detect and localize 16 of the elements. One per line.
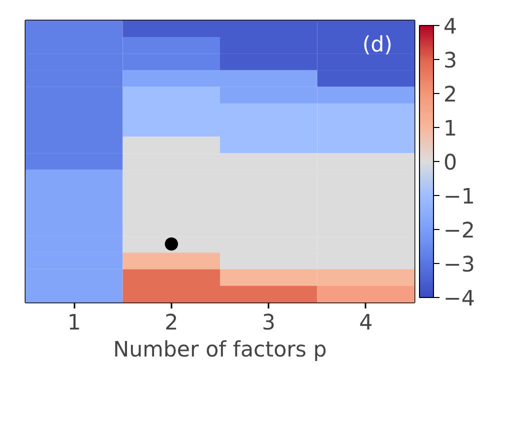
color-bar-label: 1 xyxy=(444,116,458,142)
color-bar-label: 4 xyxy=(444,14,458,40)
color-bar-label: 3 xyxy=(444,48,458,74)
annotation: (d) xyxy=(362,32,393,58)
x-tick-label: 3 xyxy=(262,310,276,336)
color-bar-label: 0 xyxy=(444,150,458,176)
color-bar-label: −4 xyxy=(444,286,475,312)
color-bar-label: −1 xyxy=(444,184,475,210)
color-bar-label: −2 xyxy=(444,218,475,244)
x-axis-title: Number of factors p xyxy=(113,338,327,362)
x-tick-label: 1 xyxy=(67,310,81,336)
color-bar-label: −3 xyxy=(444,252,475,278)
x-tick-label: 2 xyxy=(164,310,178,336)
color-bar-label: 2 xyxy=(444,82,458,108)
annotation: ● xyxy=(164,233,179,254)
x-tick-label: 4 xyxy=(359,310,373,336)
